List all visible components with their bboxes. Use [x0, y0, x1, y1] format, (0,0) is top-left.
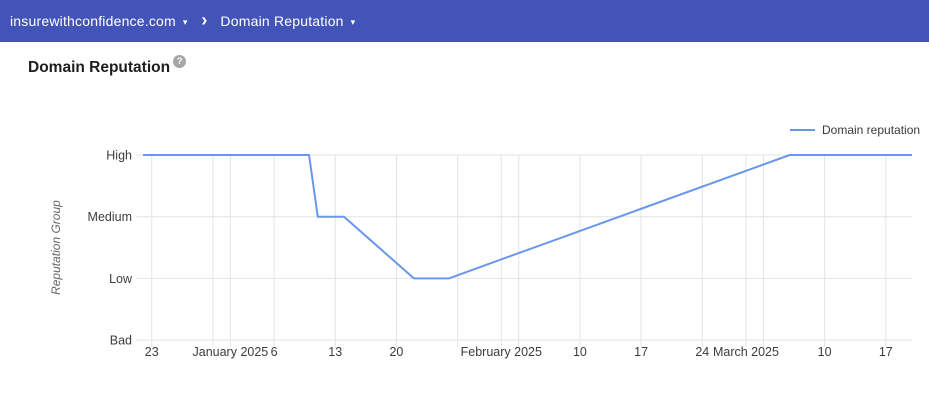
svg-text:February 2025: February 2025 [461, 345, 542, 359]
chevron-right-icon: › [201, 9, 208, 30]
svg-text:6: 6 [271, 345, 278, 359]
page-title-row: Domain Reputation ? [28, 55, 187, 77]
svg-text:13: 13 [328, 345, 342, 359]
x-axis-labels: 23 January 2025 6 13 20 February 2025 10 17 24 Ma… [145, 345, 893, 359]
svg-text:Bad: Bad [110, 334, 132, 348]
y-axis-title: Reputation Group [49, 200, 63, 295]
chart-legend: Domain reputation [790, 123, 920, 137]
page-title: Domain Reputation [28, 59, 171, 76]
series-line-domain-reputation [143, 154, 912, 280]
svg-text:March 2025: March 2025 [713, 345, 779, 359]
caret-down-icon: ▾ [182, 16, 188, 27]
svg-text:10: 10 [818, 345, 832, 359]
svg-text:17: 17 [634, 345, 648, 359]
svg-text:17: 17 [879, 345, 893, 359]
top-app-bar: insurewithconfidence.com ▾ › Domain Repu… [0, 0, 929, 42]
domain-selector[interactable]: insurewithconfidence.com ▾ [10, 13, 187, 29]
legend-line-swatch [790, 129, 815, 131]
domain-reputation-chart[interactable]: Bad Low Medium High 23 January 2025 6 13 20 Febru… [0, 98, 929, 388]
help-icon[interactable]: ? [173, 55, 187, 68]
legend-label: Domain reputation [822, 123, 921, 137]
svg-text:23: 23 [145, 345, 159, 359]
svg-text:January 2025: January 2025 [193, 345, 269, 359]
report-selector[interactable]: Domain Reputation ▾ [220, 13, 355, 29]
caret-down-icon: ▾ [350, 16, 356, 27]
svg-text:High: High [106, 149, 132, 163]
svg-text:Medium: Medium [88, 210, 132, 224]
svg-text:Low: Low [109, 272, 133, 286]
svg-text:24: 24 [695, 345, 709, 359]
svg-text:10: 10 [573, 345, 587, 359]
domain-selector-label: insurewithconfidence.com [10, 13, 176, 29]
report-selector-label: Domain Reputation [220, 13, 344, 29]
y-axis-labels: Bad Low Medium High [88, 149, 133, 348]
svg-text:20: 20 [389, 345, 403, 359]
